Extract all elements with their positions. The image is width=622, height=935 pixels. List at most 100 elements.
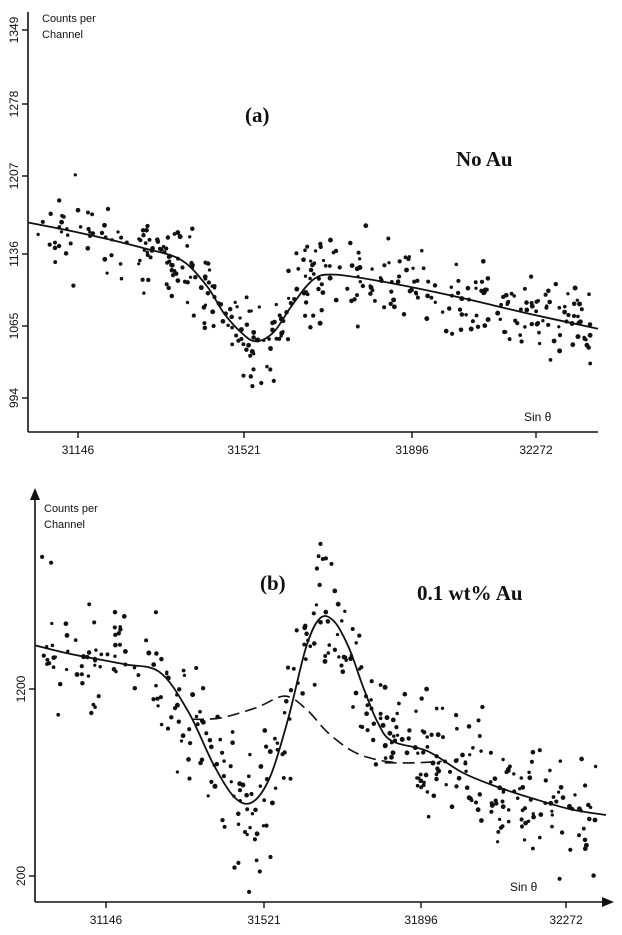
data-point <box>143 241 148 246</box>
data-point <box>49 560 54 565</box>
data-point <box>244 295 249 300</box>
data-point <box>220 750 225 755</box>
data-point <box>140 228 146 233</box>
data-point <box>551 338 557 344</box>
data-point <box>86 674 91 678</box>
data-point <box>333 297 339 303</box>
data-point <box>254 858 259 863</box>
data-point <box>518 333 523 337</box>
data-point <box>426 814 431 819</box>
data-point <box>257 869 262 874</box>
data-point <box>474 800 478 805</box>
data-point <box>323 263 328 268</box>
data-point <box>464 313 468 317</box>
y-tick-label: 1136 <box>7 241 21 267</box>
data-point <box>530 749 536 755</box>
data-point <box>537 748 542 753</box>
data-point <box>102 256 108 262</box>
data-point <box>391 297 397 303</box>
data-point <box>593 764 598 769</box>
data-point <box>105 652 110 657</box>
data-point <box>475 324 481 329</box>
data-point <box>46 661 52 666</box>
data-point <box>144 228 149 233</box>
data-point <box>343 609 347 613</box>
data-point <box>236 860 241 866</box>
data-point <box>191 313 196 318</box>
panel-a-x-ticks: 31146 31521 31896 32272 <box>62 432 553 457</box>
data-point <box>456 775 462 781</box>
data-point <box>473 280 478 285</box>
data-point <box>537 330 541 335</box>
data-point <box>416 751 420 755</box>
data-point <box>252 837 258 842</box>
data-point <box>48 211 53 216</box>
data-point <box>90 212 95 217</box>
data-point <box>249 309 253 313</box>
data-point <box>187 235 192 239</box>
data-point <box>50 621 54 626</box>
data-point <box>304 631 309 637</box>
data-point <box>318 241 323 247</box>
data-point <box>434 706 439 711</box>
data-point <box>122 649 128 654</box>
data-point <box>300 691 305 696</box>
data-point <box>194 714 199 719</box>
data-point <box>56 243 62 249</box>
data-point <box>382 305 387 310</box>
data-point <box>236 811 241 817</box>
data-point <box>386 236 391 241</box>
data-point <box>294 286 300 292</box>
data-point <box>187 727 192 732</box>
data-point <box>431 793 437 799</box>
data-point <box>577 301 582 307</box>
data-point <box>57 198 62 203</box>
data-point <box>272 736 277 741</box>
data-point <box>166 285 171 291</box>
data-point <box>154 651 159 656</box>
data-point <box>529 759 534 764</box>
data-point <box>238 316 242 320</box>
data-point <box>468 753 472 757</box>
data-point <box>380 722 386 728</box>
data-point <box>111 666 117 672</box>
data-point <box>249 791 254 797</box>
data-point <box>201 305 207 310</box>
data-point <box>571 301 577 307</box>
data-point <box>185 300 190 305</box>
data-point <box>311 611 316 616</box>
data-point <box>169 268 175 273</box>
data-point <box>287 296 291 300</box>
data-point <box>144 638 149 643</box>
data-point <box>309 259 313 263</box>
data-point <box>187 740 193 746</box>
data-point <box>425 790 430 794</box>
data-point <box>137 262 141 266</box>
data-point <box>317 320 323 326</box>
data-point <box>425 745 430 749</box>
x-tick-label: 31521 <box>247 913 281 927</box>
data-point <box>288 776 293 781</box>
data-point <box>88 230 92 234</box>
data-point <box>415 783 420 788</box>
data-point <box>246 342 251 348</box>
data-point <box>251 367 256 372</box>
data-point <box>543 292 548 297</box>
data-point <box>253 807 258 813</box>
panel-a-data-points <box>36 173 593 389</box>
data-point <box>308 276 312 281</box>
data-point <box>423 772 429 778</box>
data-point <box>489 802 495 808</box>
data-point <box>138 258 142 263</box>
data-point <box>559 830 565 835</box>
data-point <box>157 246 162 251</box>
data-point <box>519 776 524 780</box>
data-point <box>56 712 61 717</box>
data-point <box>558 759 563 763</box>
data-point <box>500 804 506 810</box>
data-point <box>523 325 527 329</box>
data-point <box>92 620 97 625</box>
data-point <box>524 307 530 313</box>
data-point <box>541 319 545 323</box>
data-point <box>206 280 212 285</box>
